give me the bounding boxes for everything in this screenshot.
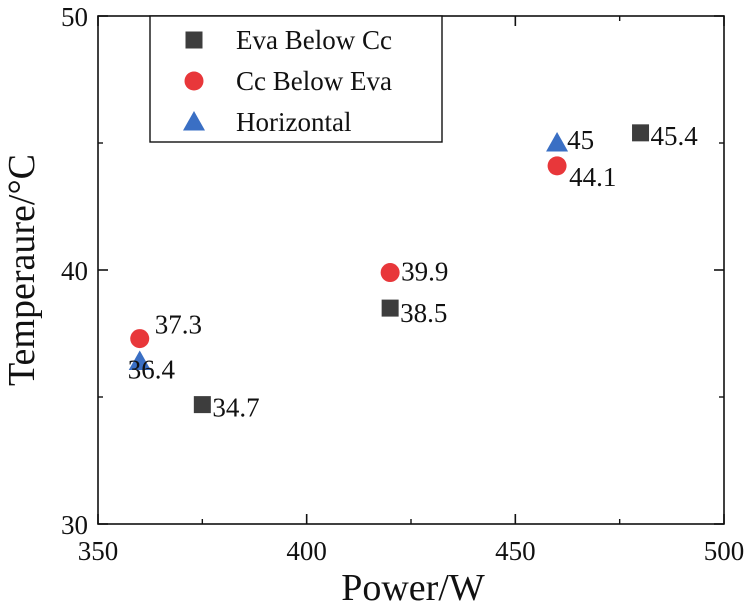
y-axis-label: Temperaure/°C — [1, 154, 43, 386]
y-tick-label: 30 — [61, 510, 88, 540]
data-label: 38.5 — [400, 298, 447, 328]
data-label: 39.9 — [401, 257, 448, 287]
data-label: 36.4 — [128, 354, 176, 384]
y-tick-label: 40 — [61, 256, 88, 286]
data-label: 45 — [567, 125, 594, 155]
legend-label: Eva Below Cc — [236, 25, 392, 55]
point-circle — [130, 329, 150, 349]
point-square — [381, 299, 399, 317]
x-axis-label: Power/W — [341, 567, 485, 609]
data-labels: 34.7 38.5 45.4 37.3 39.9 44.1 36.4 45 — [128, 121, 699, 423]
data-label: 44.1 — [569, 162, 616, 192]
legend-marker-circle — [184, 71, 204, 91]
x-tick-label: 500 — [704, 536, 745, 566]
x-tick-label: 350 — [78, 536, 119, 566]
x-tick-label: 400 — [286, 536, 327, 566]
legend-label: Horizontal — [236, 107, 351, 137]
legend-label: Cc Below Eva — [236, 66, 392, 96]
point-circle — [547, 156, 567, 176]
data-label: 34.7 — [212, 393, 259, 423]
x-tick-label: 450 — [495, 536, 536, 566]
point-triangle — [128, 350, 151, 370]
data-points — [128, 124, 650, 414]
data-label: 45.4 — [651, 121, 699, 151]
point-triangle — [546, 132, 569, 152]
point-square — [193, 396, 211, 414]
legend-marker-triangle — [183, 111, 205, 131]
point-square — [632, 124, 650, 142]
point-circle — [380, 263, 400, 283]
legend-marker-square — [185, 31, 203, 49]
data-label: 37.3 — [155, 310, 202, 340]
y-tick-label: 50 — [61, 2, 88, 32]
legend: Eva Below Cc Cc Below Eva Horizontal — [149, 15, 443, 143]
